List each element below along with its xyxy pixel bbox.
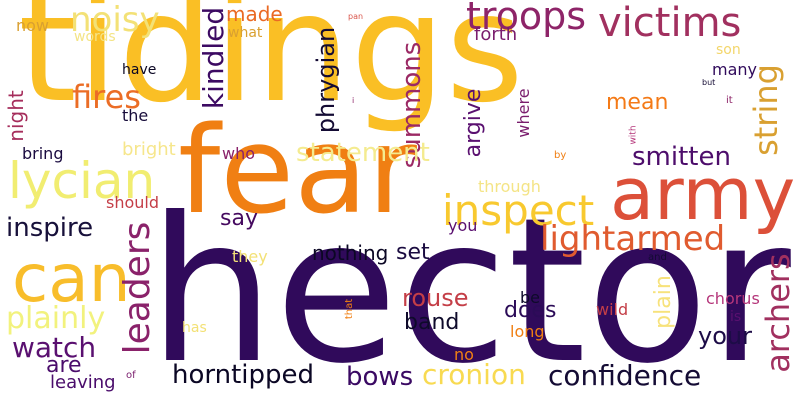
word-say: say	[220, 206, 258, 231]
word-i: i	[352, 96, 355, 105]
word-mean: mean	[606, 90, 669, 115]
word-through: through	[478, 177, 541, 196]
word-argive: argive	[461, 88, 486, 158]
word-be: be	[520, 288, 540, 307]
word-inspire: inspire	[6, 213, 94, 243]
word-son: son	[716, 42, 741, 58]
word-the: the	[122, 106, 149, 125]
word-wild: wild	[596, 300, 629, 319]
word-fires: fires	[72, 78, 141, 116]
word-but: but	[702, 78, 716, 87]
word-archers: archers	[759, 253, 797, 373]
word-army: army	[610, 152, 796, 236]
word-you: you	[448, 216, 478, 235]
word-have: have	[122, 62, 157, 78]
word-phrygian: phrygian	[312, 26, 340, 134]
word-what: what	[228, 25, 263, 41]
word-has: has	[182, 320, 207, 336]
word-your: your	[698, 322, 752, 350]
word-statement: statement	[296, 138, 430, 168]
word-by: by	[554, 150, 567, 161]
word-plainly: plainly	[6, 301, 106, 336]
word-plain: plain	[651, 275, 676, 329]
word-it: it	[726, 95, 733, 106]
word-tidings: tidings	[18, 0, 524, 136]
word-fear: fear	[178, 102, 417, 241]
word-night: night	[4, 90, 28, 142]
word-lightarmed: lightarmed	[540, 219, 726, 259]
word-who: who	[222, 144, 256, 163]
word-of: of	[126, 370, 136, 381]
word-bows: bows	[346, 362, 414, 392]
word-leaders: leaders	[117, 221, 158, 355]
word-with: with	[628, 125, 639, 145]
word-bright: bright	[122, 139, 176, 160]
word-made: made	[226, 2, 283, 26]
word-hector: hector	[148, 175, 791, 400]
word-victims: victims	[598, 0, 742, 46]
word-troops: troops	[466, 0, 587, 38]
word-they: they	[232, 247, 268, 266]
word-confidence: confidence	[548, 359, 702, 392]
word-words: words	[74, 29, 116, 45]
word-no: no	[454, 345, 474, 364]
word-cronion: cronion	[422, 358, 526, 391]
word-lycian: lycian	[8, 152, 156, 210]
word-kindled: kindled	[197, 6, 230, 110]
word-many: many	[712, 60, 757, 79]
word-now: now	[16, 16, 50, 35]
word-where: where	[514, 88, 533, 138]
word-forth: forth	[474, 24, 518, 45]
word-set: set	[396, 240, 430, 265]
word-bring: bring	[22, 144, 64, 163]
word-inspect: inspect	[442, 186, 595, 235]
word-does: does	[504, 298, 557, 323]
word-watch: watch	[12, 331, 97, 364]
word-rouse: rouse	[402, 284, 469, 312]
word-horntipped: horntipped	[172, 360, 315, 390]
word-can: can	[12, 240, 131, 317]
word-pan: pan	[348, 12, 364, 21]
word-is: is	[730, 309, 742, 325]
word-nothing: nothing	[312, 241, 389, 265]
word-leaving: leaving	[50, 372, 116, 393]
word-and: and	[648, 252, 667, 263]
word-should: should	[106, 193, 160, 212]
word-that: that	[344, 298, 355, 320]
word-smitten: smitten	[632, 142, 731, 172]
word-chorus: chorus	[706, 289, 760, 308]
word-noisy: noisy	[70, 0, 160, 40]
word-long: long	[510, 322, 545, 341]
word-band: band	[404, 310, 460, 335]
word-are: are	[46, 353, 82, 378]
